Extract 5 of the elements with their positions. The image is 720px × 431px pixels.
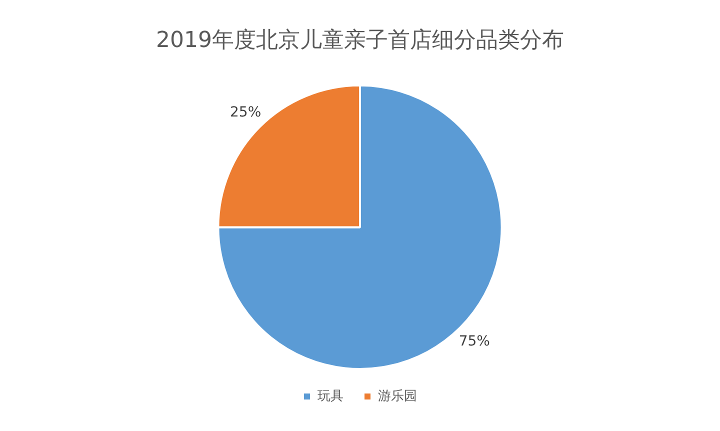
chart-title: 2019年度北京儿童亲子首店细分品类分布 xyxy=(156,28,564,53)
data-label: 75% xyxy=(458,333,490,350)
legend-label: 游乐园 xyxy=(378,388,417,404)
data-label: 25% xyxy=(230,104,262,120)
legend-label: 玩具 xyxy=(318,388,344,404)
